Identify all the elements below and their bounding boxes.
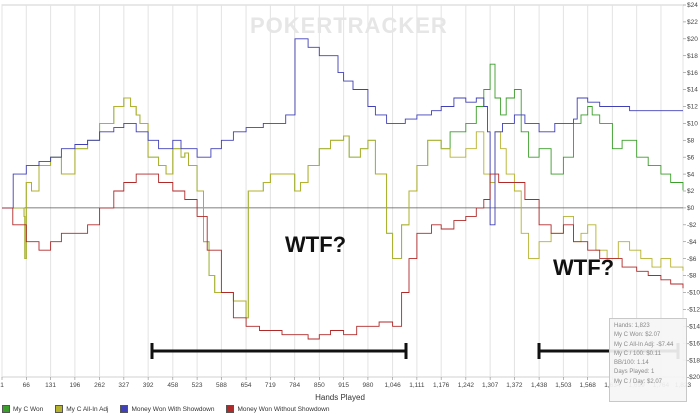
y-tick-label: -$18 [687, 357, 700, 364]
y-tick-label: -$12 [687, 307, 700, 314]
legend-item-my-c-won[interactable]: My C Won [2, 405, 43, 413]
y-tick-label: $4 [687, 171, 695, 178]
x-tick-label: 1,372 [506, 382, 523, 389]
series-lines [2, 38, 684, 340]
stat-hands: Hands: 1,823 [614, 323, 650, 329]
legend-swatch [2, 405, 10, 413]
x-tick-label: 262 [94, 382, 105, 389]
y-tick-label: $22 [687, 19, 698, 26]
x-tick-label: 1,307 [482, 382, 499, 389]
x-tick-label: 1,438 [531, 382, 548, 389]
y-tick-label: $10 [687, 121, 698, 128]
x-tick-label: 196 [69, 382, 80, 389]
y-tick-label: -$16 [687, 340, 700, 347]
x-tick-label: 915 [338, 382, 349, 389]
y-tick-label: $0 [687, 205, 695, 212]
x-tick-label: 458 [167, 382, 178, 389]
annotation-wtf-2: WTF? [553, 255, 614, 280]
legend-swatch [120, 405, 129, 413]
legend-item-without-showdown[interactable]: Money Won Without Showdown [226, 405, 329, 413]
legend-swatch [226, 405, 235, 413]
y-tick-label: $14 [687, 87, 698, 94]
legend-item-with-showdown[interactable]: Money Won With Showdown [120, 405, 214, 413]
legend-label: My C All-In Adj [66, 405, 109, 413]
x-tick-label: 1,568 [580, 382, 597, 389]
plot-frame [1, 4, 684, 378]
y-tick-label: $12 [687, 104, 698, 111]
y-tick-label: $20 [687, 36, 698, 43]
x-axis-title: Hands Played [315, 393, 365, 402]
x-tick-label: 1,176 [433, 382, 450, 389]
y-tick-label: -$6 [687, 256, 697, 263]
legend-label: Money Won Without Showdown [237, 405, 330, 413]
y-tick-label: -$2 [687, 222, 697, 229]
y-tick-label: -$20 [687, 374, 700, 381]
x-tick-label: 980 [362, 382, 373, 389]
stat-days-played: Days Played: 1 [614, 369, 655, 376]
x-tick-label: 1,503 [555, 382, 572, 389]
x-tick-label: 327 [118, 382, 129, 389]
y-tick-label: $18 [687, 53, 698, 60]
y-tick-label: -$14 [687, 323, 700, 330]
bracket-1 [150, 343, 408, 359]
y-axis-ticks: -$20 -$18 -$16 -$14 -$12 -$10 -$8 -$6 -$4 -$2 $0 $2… [683, 2, 700, 381]
legend-label: Money Won With Showdown [131, 405, 215, 413]
x-tick-label: 1 [0, 382, 4, 389]
x-tick-label: 850 [314, 382, 325, 389]
grid [1, 4, 684, 378]
x-axis-ticks: 1 66 131 196 262 327 392 458 523 588 654 719 784 850 9… [0, 377, 692, 389]
stat-bb-100: BB/100: 1.14 [614, 360, 649, 367]
stat-allin-adj: My C All-In Adj: -$7.44 [614, 341, 674, 348]
x-tick-label: 588 [216, 382, 227, 389]
x-tick-label: 66 [23, 382, 31, 389]
x-tick-label: 523 [192, 382, 203, 389]
legend-item-allin-adj[interactable]: My C All-In Adj [55, 405, 108, 413]
annotation-wtf-1: WTF? [285, 232, 346, 257]
y-tick-label: -$8 [687, 273, 697, 280]
x-tick-label: 392 [143, 382, 154, 389]
y-tick-label: $2 [687, 188, 695, 195]
x-tick-label: 719 [265, 382, 276, 389]
x-tick-label: 1,046 [384, 382, 401, 389]
series-line-2 [2, 38, 683, 226]
y-tick-label: -$4 [687, 239, 697, 246]
y-tick-label: $24 [687, 2, 698, 9]
legend: My C Won My C All-In Adj Money Won With … [2, 403, 329, 415]
x-tick-label: 131 [45, 382, 56, 389]
series-line-3 [2, 173, 684, 340]
stats-tooltip: Hands: 1,823 My C Won: $2.07 My C All-In… [609, 318, 687, 402]
x-tick-label: 654 [241, 382, 252, 389]
legend-swatch [55, 405, 64, 413]
x-tick-label: 1,111 [409, 382, 425, 389]
legend-label: My C Won [13, 405, 44, 413]
x-tick-label: 784 [289, 382, 300, 389]
y-tick-label: -$10 [687, 290, 700, 297]
stat-per-day: My C / Day: $2.07 [614, 378, 663, 385]
y-tick-label: $8 [687, 137, 695, 144]
y-tick-label: $16 [687, 70, 698, 77]
stat-won: My C Won: $2.07 [614, 332, 661, 339]
stat-per-100: My C / 100: $0.11 [614, 350, 661, 357]
x-tick-label: 1,242 [458, 382, 475, 389]
watermark-text: POKERTRACKER [250, 13, 448, 38]
y-tick-label: $6 [687, 154, 695, 161]
